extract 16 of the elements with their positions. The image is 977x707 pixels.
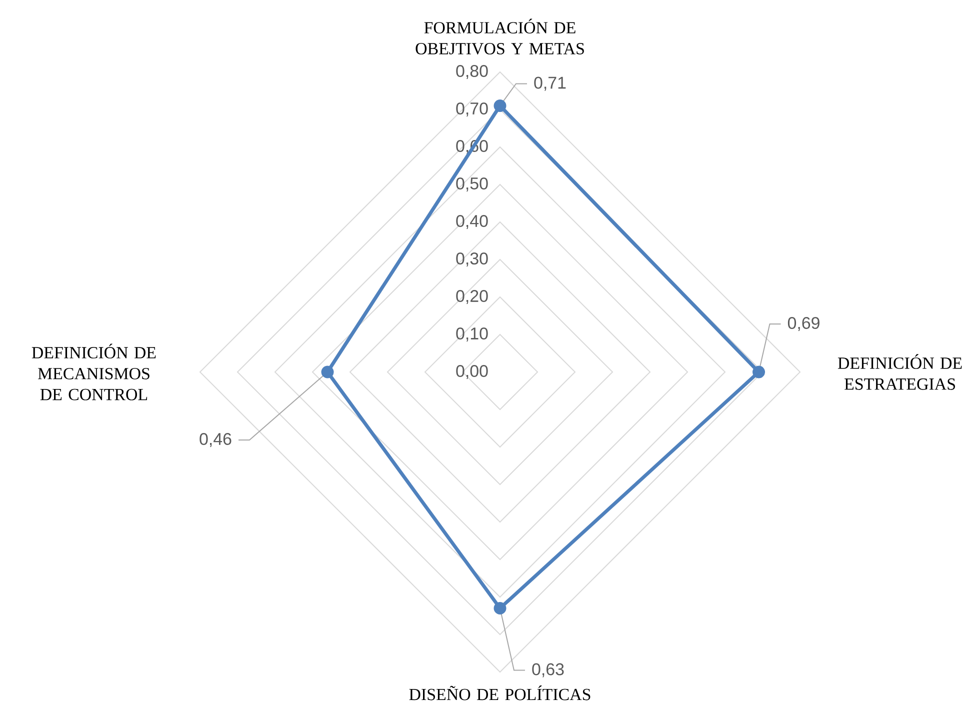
y-tick-label: 0,00 (456, 365, 488, 379)
spoke-label: DEFINICIÓN DE MECANISMOS DE CONTROL (32, 344, 156, 400)
y-tick-label: 0,80 (456, 65, 488, 79)
spoke-label: DISEÑO DE POLÍTICAS (409, 686, 590, 700)
y-tick-label: 0,30 (456, 252, 488, 266)
data-label: 0,46 (200, 433, 232, 447)
spoke-label: DEFINICIÓN DE ESTRATEGIAS (838, 354, 962, 390)
y-tick-label: 0,40 (456, 215, 488, 229)
data-label: 0,69 (788, 317, 820, 331)
y-tick-label: 0,10 (456, 328, 488, 342)
y-tick-label: 0,70 (456, 102, 488, 116)
data-label: 0,63 (532, 663, 564, 678)
y-tick-label: 0,50 (456, 178, 488, 192)
data-label: 0,71 (534, 76, 566, 91)
y-tick-label: 0,20 (456, 290, 488, 304)
spoke-label: FORMULACIÓN DE OBEJTIVOS Y METAS (416, 18, 584, 54)
